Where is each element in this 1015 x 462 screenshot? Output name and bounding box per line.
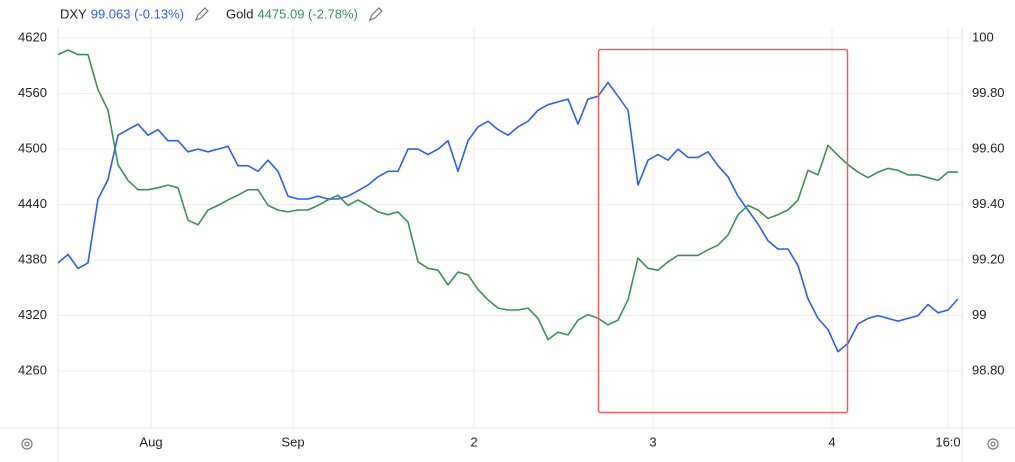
- x-tick-label: 3: [649, 434, 656, 449]
- x-tick-label: 4: [828, 434, 835, 449]
- y-tick-label: 4380: [18, 251, 47, 266]
- y-tick-label: 4620: [18, 29, 47, 44]
- edit-icon[interactable]: [194, 7, 209, 22]
- y2-tick-label: 99.80: [972, 85, 1005, 100]
- y2-tick-label: 100: [972, 29, 994, 44]
- plot: [58, 49, 959, 353]
- settings-icon[interactable]: [987, 438, 999, 450]
- x-axis: Aug Sep 2 3 4 16:0: [139, 434, 960, 449]
- legend-name: Gold: [226, 6, 253, 21]
- legend-value: 4475.09 (-2.78%): [257, 6, 357, 21]
- x-tick-label: Aug: [139, 434, 162, 449]
- series-line: [58, 81, 959, 353]
- grid: [58, 28, 962, 428]
- x-tick-label: Sep: [281, 434, 304, 449]
- y2-tick-label: 99: [972, 307, 986, 322]
- y2-tick-label: 99.40: [972, 196, 1005, 211]
- x-tick-label: 2: [470, 434, 477, 449]
- legend-value: 99.063 (-0.13%): [91, 6, 184, 21]
- legend: DXY 99.063 (-0.13%) Gold 4475.09 (-2.78%): [60, 6, 383, 22]
- x-tick-label: 16:0: [935, 434, 960, 449]
- highlight-box: [597, 48, 849, 414]
- y-tick-label: 4560: [18, 85, 47, 100]
- series-line: [58, 49, 958, 341]
- y2-tick-label: 98.80: [972, 363, 1005, 378]
- settings-icon[interactable]: [21, 438, 33, 450]
- edit-icon[interactable]: [368, 7, 383, 22]
- y-tick-label: 4320: [18, 307, 47, 322]
- y2-tick-label: 99.60: [972, 141, 1005, 156]
- y-tick-label: 4260: [18, 362, 47, 377]
- y-tick-label: 4440: [18, 196, 47, 211]
- legend-name: DXY: [60, 6, 87, 21]
- y-tick-label: 4500: [18, 140, 47, 155]
- y2-tick-label: 99.20: [972, 252, 1005, 267]
